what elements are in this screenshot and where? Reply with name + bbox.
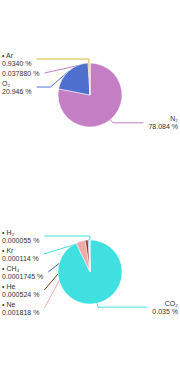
svg-text:• Ar: • Ar: [2, 52, 14, 59]
svg-text:0.000114 %: 0.000114 %: [2, 255, 39, 262]
svg-text:0.000524 %: 0.000524 %: [2, 291, 39, 298]
svg-text:0.001818 %: 0.001818 %: [2, 309, 39, 316]
svg-text:N₂: N₂: [170, 115, 178, 122]
svg-text:• CH₄: • CH₄: [2, 265, 20, 272]
svg-text:20.946 %: 20.946 %: [2, 88, 32, 95]
svg-text:0.037880 %: 0.037880 %: [2, 70, 39, 77]
svg-text:78.084 %: 78.084 %: [148, 123, 178, 130]
svg-text:• Kr: • Kr: [2, 247, 14, 254]
svg-text:O₂: O₂: [2, 80, 10, 87]
svg-text:0.000055 %: 0.000055 %: [2, 237, 39, 244]
svg-text:0.035 %: 0.035 %: [152, 308, 178, 315]
svg-text:• H₂: • H₂: [2, 229, 14, 236]
svg-text:CO₂: CO₂: [165, 300, 179, 307]
svg-text:0.0001745 %: 0.0001745 %: [2, 273, 43, 280]
svg-text:0.9340 %: 0.9340 %: [2, 60, 32, 67]
svg-text:• Ne: • Ne: [2, 301, 15, 308]
svg-text:• He: • He: [2, 283, 15, 290]
